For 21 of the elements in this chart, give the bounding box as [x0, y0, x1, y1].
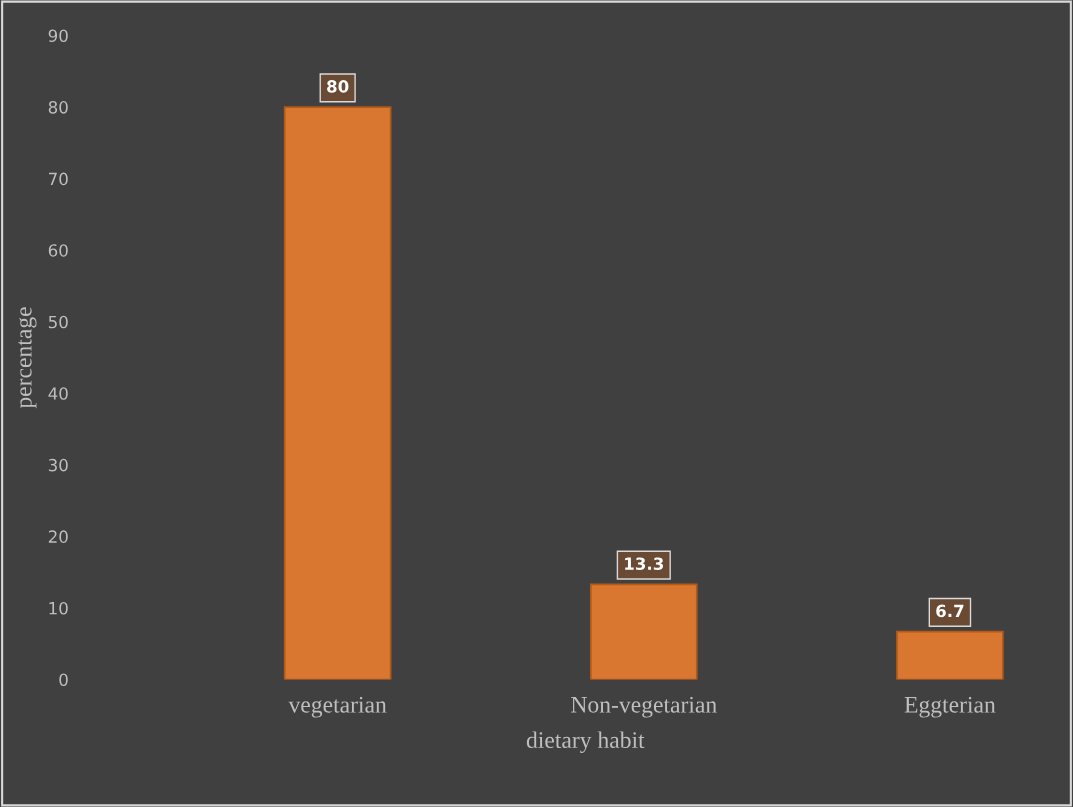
x-tick-label: Eggterian: [904, 696, 996, 718]
y-tick-label: 80: [48, 101, 68, 114]
y-tick-label: 70: [49, 172, 68, 186]
y-axis-title: percentage: [18, 307, 37, 409]
data-label: 13.3: [625, 557, 664, 570]
data-label: 6.7: [936, 604, 964, 618]
y-tick-label: 10: [49, 601, 68, 615]
y-tick-label: 0: [59, 673, 68, 687]
y-tick-label: 40: [48, 387, 68, 400]
x-tick-label: Non-vegetarian: [571, 696, 717, 718]
data-label: 80: [327, 80, 349, 93]
x-tick-label: vegetarian: [288, 696, 387, 718]
y-tick-label: 50: [48, 315, 68, 329]
y-tick-label: 20: [48, 530, 68, 543]
bar: [896, 630, 1004, 680]
y-tick-label: 60: [48, 244, 68, 257]
y-tick-label: 30: [48, 458, 68, 472]
bar: [589, 583, 698, 680]
bar: [283, 106, 392, 680]
y-tick-label: 90: [48, 29, 68, 43]
x-axis-title: dietary habit: [526, 731, 645, 753]
